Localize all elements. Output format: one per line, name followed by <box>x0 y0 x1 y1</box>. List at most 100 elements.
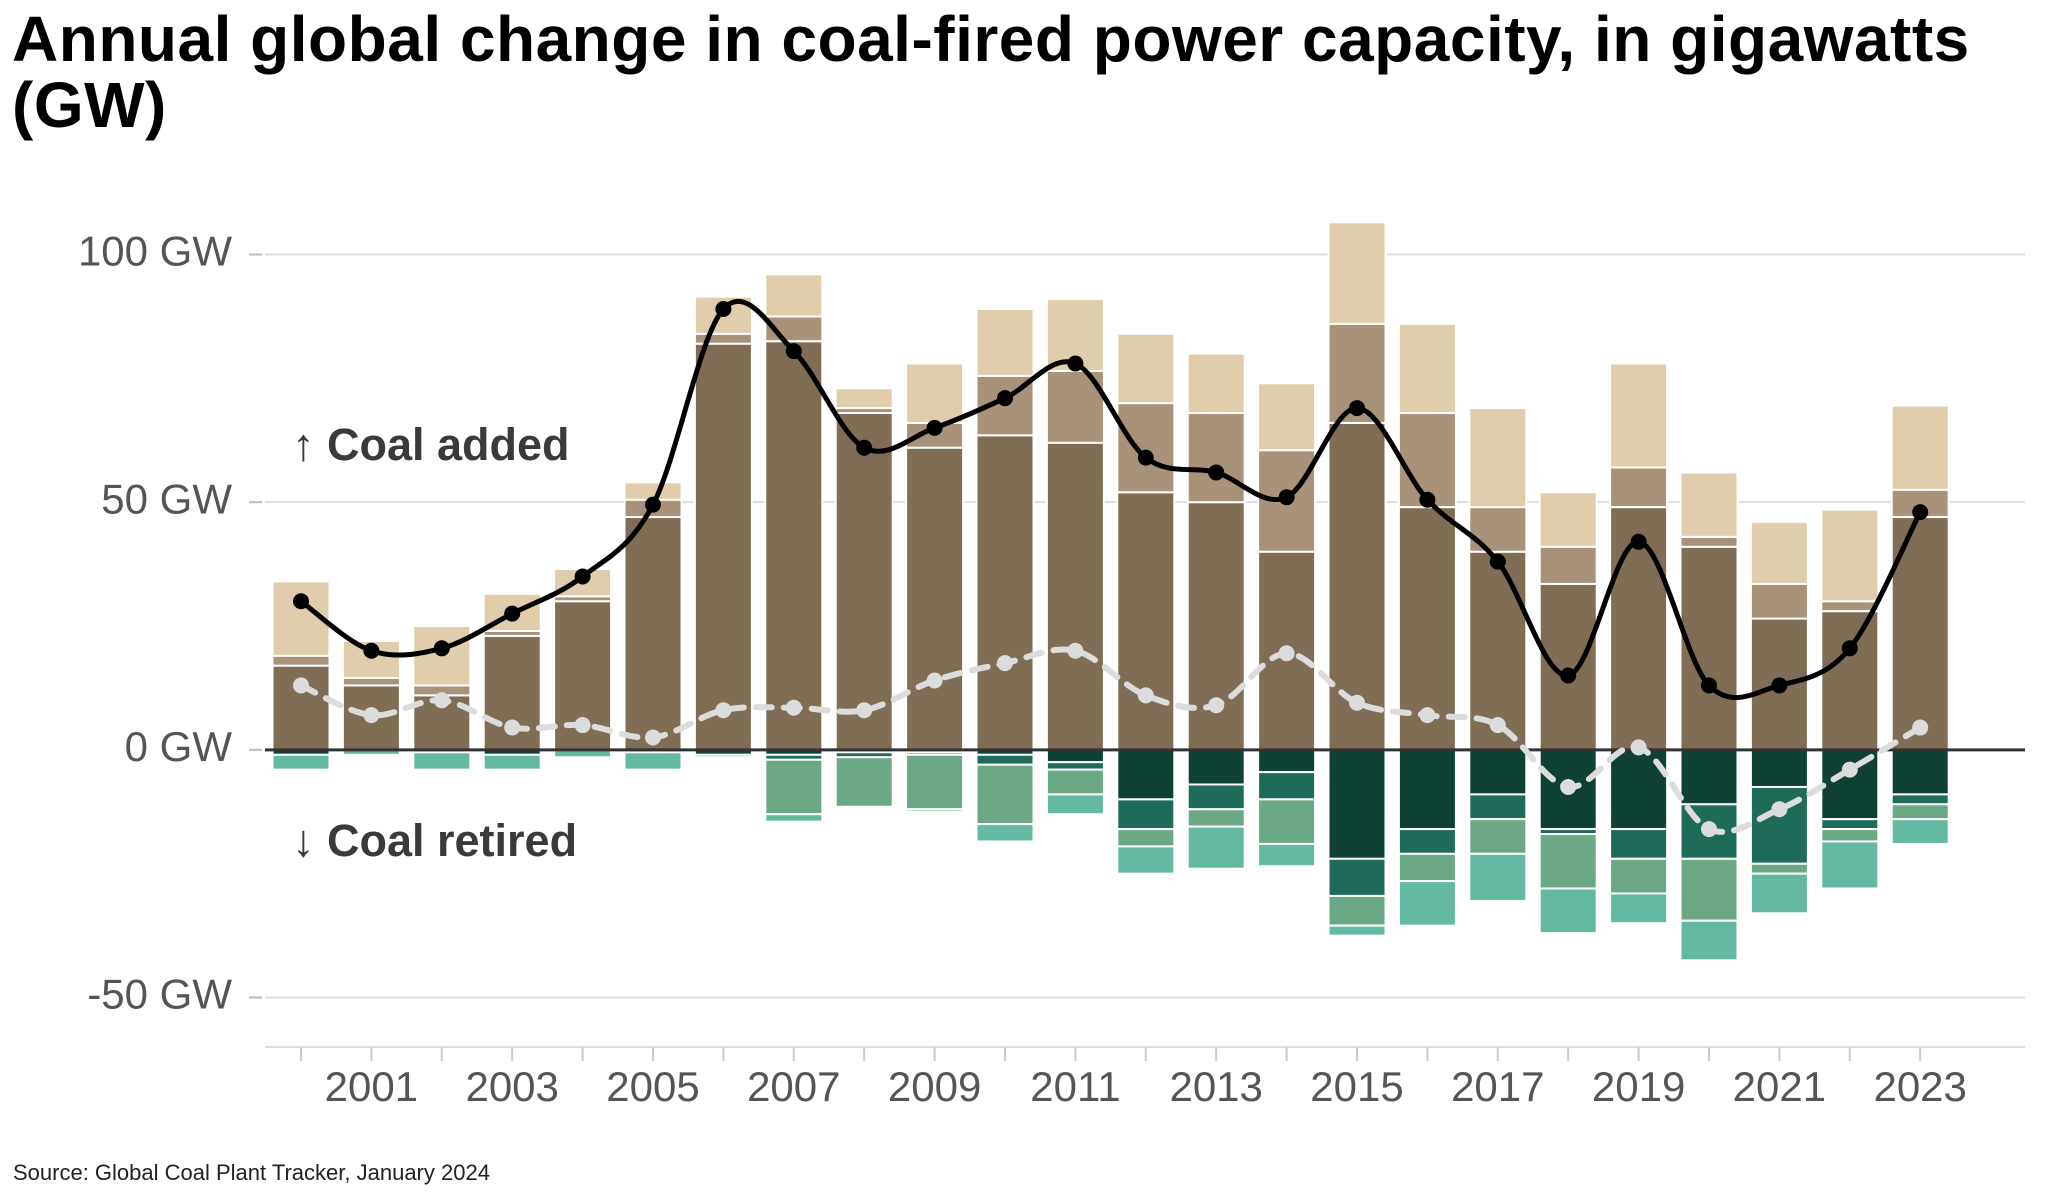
bar-segment <box>975 823 1035 843</box>
x-tick-label: 2013 <box>1169 1063 1262 1110</box>
chart-title: Annual global change in coal-fired power… <box>12 3 1970 141</box>
bar-segment <box>1116 748 1176 801</box>
line-point <box>1137 449 1154 466</box>
line-point <box>997 655 1013 672</box>
x-tick-label: 2021 <box>1733 1063 1826 1110</box>
bar-segment <box>905 362 965 424</box>
bar-segment <box>1609 857 1669 895</box>
line-point <box>1841 761 1858 778</box>
bar-segment <box>1327 924 1387 937</box>
bar-segment <box>1116 491 1176 751</box>
bar-segment <box>1609 892 1669 925</box>
line-point <box>574 568 591 585</box>
line-point <box>645 729 661 746</box>
line-point <box>574 717 591 734</box>
line-point <box>504 605 521 622</box>
bar-segment <box>764 813 824 823</box>
bar-segment <box>1116 828 1176 848</box>
bar-segment <box>1820 508 1880 603</box>
line-point <box>293 593 309 610</box>
bar-segment <box>693 342 753 751</box>
bar-segment <box>1749 872 1809 915</box>
bar-segment <box>1679 748 1739 806</box>
line-point <box>1630 533 1647 550</box>
line-point <box>1701 821 1717 838</box>
bar-segment <box>905 808 965 813</box>
bar-segment <box>341 677 401 687</box>
bar-segment <box>1468 407 1528 509</box>
y-tick-label: -50 GW <box>87 971 232 1018</box>
bar-segment <box>1679 535 1739 548</box>
bar-segment <box>271 654 331 667</box>
line-point <box>1137 687 1154 704</box>
line-point <box>363 642 380 659</box>
bar-segment <box>834 387 894 410</box>
line-point <box>997 390 1013 407</box>
bar-segment <box>1820 600 1880 613</box>
bar-segment <box>975 434 1035 751</box>
line-point <box>433 640 450 657</box>
bar-segment <box>1397 880 1457 927</box>
line-point <box>1560 667 1577 684</box>
bar-segment <box>1116 332 1176 405</box>
bar-segment <box>693 332 753 345</box>
line-point <box>1489 553 1506 570</box>
line-point <box>1419 491 1436 508</box>
line-point <box>1560 778 1577 795</box>
line-point <box>1067 355 1084 372</box>
bar-segment <box>1045 793 1105 816</box>
line-point <box>785 699 802 716</box>
bar-segment <box>1045 768 1105 796</box>
line-point <box>1701 677 1717 694</box>
line-point <box>1489 717 1506 734</box>
line-point <box>645 496 661 513</box>
x-tick-label: 2017 <box>1451 1063 1544 1110</box>
bar-segment <box>1397 322 1457 415</box>
x-tick-label: 2009 <box>888 1063 981 1110</box>
bar-segment <box>1820 840 1880 890</box>
bar-segment <box>482 753 542 771</box>
line-point <box>1771 801 1788 818</box>
bar-segment <box>1820 828 1880 843</box>
line-point <box>1278 645 1295 662</box>
bar-segment <box>905 753 965 811</box>
bar-segment <box>1468 748 1528 796</box>
x-tick-label: 2019 <box>1592 1063 1685 1110</box>
bar-segment <box>1679 857 1739 922</box>
annotation: ↓ Coal retired <box>292 815 577 866</box>
bar-segment <box>834 412 894 751</box>
bar-segment <box>1890 793 1950 806</box>
line-point <box>785 343 802 360</box>
bar-segment <box>1538 582 1598 751</box>
line-point <box>293 677 309 694</box>
y-tick-label: 0 GW <box>125 723 233 770</box>
bar-segment <box>1609 362 1669 469</box>
bar-segment <box>1890 748 1950 796</box>
bar-segment <box>412 751 472 771</box>
x-tick-label: 2011 <box>1030 1063 1120 1110</box>
bar-segment <box>1890 818 1950 845</box>
bar-segment <box>1749 748 1809 788</box>
bar-segment <box>623 516 683 751</box>
line-point <box>1349 400 1365 417</box>
line-point <box>856 702 873 719</box>
bar-segment <box>834 756 894 808</box>
y-tick-label: 100 GW <box>78 228 232 275</box>
x-tick-label: 2005 <box>606 1063 699 1110</box>
bar-segment <box>693 753 753 759</box>
line <box>298 646 1924 835</box>
line-point <box>433 692 450 709</box>
line-point <box>926 672 943 689</box>
line-point <box>1841 640 1858 657</box>
bar-segment <box>1327 894 1387 927</box>
line-point <box>1208 464 1225 481</box>
bar-segment <box>1890 404 1950 491</box>
bar-segment <box>1116 798 1176 831</box>
x-tick-label: 2007 <box>747 1063 840 1110</box>
bar-segment <box>1045 441 1105 751</box>
bar-segment <box>975 308 1035 377</box>
bar-segment <box>1186 783 1246 811</box>
bar-segment <box>1749 520 1809 585</box>
bar-segment <box>1327 221 1387 325</box>
